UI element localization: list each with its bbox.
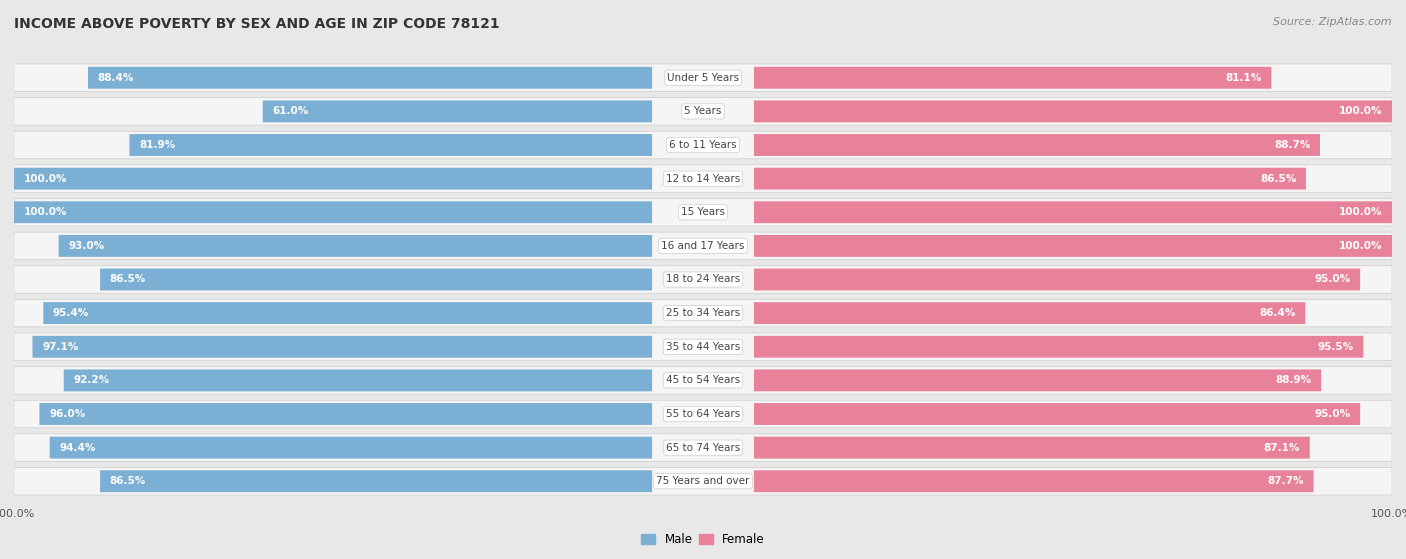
FancyBboxPatch shape (14, 434, 1392, 461)
FancyBboxPatch shape (63, 369, 652, 391)
Text: 16 and 17 Years: 16 and 17 Years (661, 241, 745, 251)
Text: 95.0%: 95.0% (1315, 409, 1351, 419)
Text: 25 to 34 Years: 25 to 34 Years (666, 308, 740, 318)
FancyBboxPatch shape (14, 266, 1392, 293)
Text: 94.4%: 94.4% (59, 443, 96, 453)
FancyBboxPatch shape (32, 336, 652, 358)
Text: 61.0%: 61.0% (273, 106, 309, 116)
Text: 95.5%: 95.5% (1317, 342, 1354, 352)
Text: 87.7%: 87.7% (1267, 476, 1303, 486)
FancyBboxPatch shape (89, 67, 652, 89)
Text: 55 to 64 Years: 55 to 64 Years (666, 409, 740, 419)
Text: 45 to 54 Years: 45 to 54 Years (666, 376, 740, 385)
FancyBboxPatch shape (14, 467, 1392, 495)
FancyBboxPatch shape (754, 134, 1320, 156)
Text: 97.1%: 97.1% (42, 342, 79, 352)
FancyBboxPatch shape (14, 232, 1392, 260)
FancyBboxPatch shape (754, 403, 1360, 425)
FancyBboxPatch shape (754, 302, 1305, 324)
Text: 96.0%: 96.0% (49, 409, 86, 419)
Text: 86.5%: 86.5% (110, 274, 146, 285)
Text: 75 Years and over: 75 Years and over (657, 476, 749, 486)
FancyBboxPatch shape (14, 168, 652, 190)
Text: 100.0%: 100.0% (1339, 207, 1382, 217)
FancyBboxPatch shape (39, 403, 652, 425)
Text: 86.4%: 86.4% (1260, 308, 1295, 318)
FancyBboxPatch shape (754, 67, 1271, 89)
Text: 6 to 11 Years: 6 to 11 Years (669, 140, 737, 150)
FancyBboxPatch shape (14, 299, 1392, 327)
FancyBboxPatch shape (754, 101, 1392, 122)
Text: 18 to 24 Years: 18 to 24 Years (666, 274, 740, 285)
FancyBboxPatch shape (49, 437, 652, 458)
FancyBboxPatch shape (129, 134, 652, 156)
Text: 81.1%: 81.1% (1226, 73, 1261, 83)
Text: 95.4%: 95.4% (53, 308, 89, 318)
Text: 100.0%: 100.0% (24, 174, 67, 183)
FancyBboxPatch shape (754, 336, 1364, 358)
FancyBboxPatch shape (14, 165, 1392, 192)
Text: 35 to 44 Years: 35 to 44 Years (666, 342, 740, 352)
FancyBboxPatch shape (754, 437, 1310, 458)
Text: 87.1%: 87.1% (1264, 443, 1301, 453)
FancyBboxPatch shape (754, 201, 1392, 223)
FancyBboxPatch shape (14, 98, 1392, 125)
FancyBboxPatch shape (14, 367, 1392, 394)
FancyBboxPatch shape (754, 168, 1306, 190)
FancyBboxPatch shape (14, 131, 1392, 159)
FancyBboxPatch shape (14, 198, 1392, 226)
Text: 88.9%: 88.9% (1275, 376, 1312, 385)
FancyBboxPatch shape (14, 64, 1392, 92)
FancyBboxPatch shape (59, 235, 652, 257)
Text: 12 to 14 Years: 12 to 14 Years (666, 174, 740, 183)
Text: 88.7%: 88.7% (1274, 140, 1310, 150)
Text: 100.0%: 100.0% (24, 207, 67, 217)
FancyBboxPatch shape (44, 302, 652, 324)
FancyBboxPatch shape (14, 400, 1392, 428)
Text: INCOME ABOVE POVERTY BY SEX AND AGE IN ZIP CODE 78121: INCOME ABOVE POVERTY BY SEX AND AGE IN Z… (14, 17, 499, 31)
Text: 100.0%: 100.0% (1339, 106, 1382, 116)
Text: 81.9%: 81.9% (139, 140, 176, 150)
FancyBboxPatch shape (754, 268, 1360, 291)
Text: 100.0%: 100.0% (1339, 241, 1382, 251)
FancyBboxPatch shape (754, 235, 1392, 257)
FancyBboxPatch shape (754, 470, 1313, 492)
FancyBboxPatch shape (263, 101, 652, 122)
Text: Source: ZipAtlas.com: Source: ZipAtlas.com (1274, 17, 1392, 27)
Text: 86.5%: 86.5% (1260, 174, 1296, 183)
FancyBboxPatch shape (100, 268, 652, 291)
Text: Under 5 Years: Under 5 Years (666, 73, 740, 83)
Text: 86.5%: 86.5% (110, 476, 146, 486)
Legend: Male, Female: Male, Female (637, 528, 769, 551)
Text: 93.0%: 93.0% (69, 241, 104, 251)
FancyBboxPatch shape (754, 369, 1322, 391)
FancyBboxPatch shape (100, 470, 652, 492)
FancyBboxPatch shape (14, 333, 1392, 361)
FancyBboxPatch shape (14, 201, 652, 223)
Text: 5 Years: 5 Years (685, 106, 721, 116)
Text: 88.4%: 88.4% (97, 73, 134, 83)
Text: 15 Years: 15 Years (681, 207, 725, 217)
Text: 95.0%: 95.0% (1315, 274, 1351, 285)
Text: 65 to 74 Years: 65 to 74 Years (666, 443, 740, 453)
Text: 92.2%: 92.2% (73, 376, 110, 385)
